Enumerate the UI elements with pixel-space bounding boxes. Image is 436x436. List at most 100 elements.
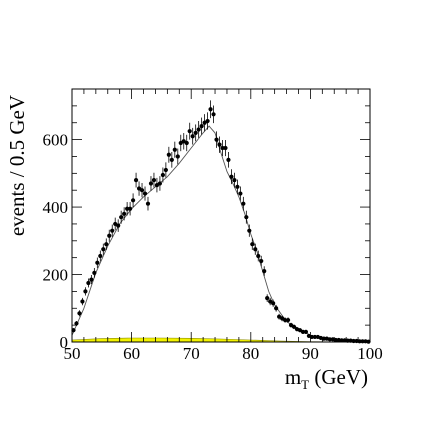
y-tick-label: 600 [43,131,69,150]
data-point [256,250,261,262]
y-tick-label: 400 [43,198,69,217]
data-point [95,257,100,268]
marker [184,140,189,146]
marker [172,147,177,152]
marker [98,253,103,259]
data-point [83,287,88,296]
marker [122,211,127,216]
data-point [262,266,267,277]
marker [86,280,91,286]
marker [83,289,88,294]
data-point [339,338,344,343]
fit-curve [71,125,371,342]
data-point [250,238,255,250]
data-point [101,243,106,255]
data-point [190,127,195,145]
data-point [223,139,228,157]
marker [128,206,133,211]
x-tick-label: 100 [357,344,383,363]
marker [101,247,106,252]
data-point [125,202,130,216]
x-axis-label: mT (GeV) [285,365,368,392]
marker [327,337,332,342]
fit-layer [71,125,371,342]
marker [119,215,124,220]
marker [160,172,165,178]
marker [223,145,228,151]
marker [265,296,270,301]
data-point [157,176,163,191]
marker [256,253,261,259]
data-point [321,336,326,341]
data-point [89,275,94,285]
data-point [214,131,219,148]
data-points-layer [71,100,371,344]
marker [238,191,243,196]
marker [139,188,145,193]
marker [220,145,225,151]
data-point [92,268,97,278]
data-point [128,202,133,216]
marker [205,118,210,124]
marker [80,299,85,304]
marker [142,191,148,196]
data-point [160,167,165,183]
data-point [166,146,171,163]
marker [339,338,344,343]
marker [104,242,109,247]
data-point [217,136,222,153]
marker [244,215,249,220]
marker [196,127,201,132]
marker [303,329,309,334]
x-tick-label: 50 [64,344,81,363]
x-axis-label-subscript: T [301,377,309,392]
data-point [241,196,246,211]
data-point [199,117,204,135]
data-point [145,196,151,211]
x-tick-label: 60 [123,344,140,363]
y-axis: 0 200 400 600 [43,105,370,352]
data-point [119,210,124,224]
marker [92,270,97,275]
data-point [136,181,142,196]
marker [110,228,115,233]
y-tick-label: 200 [43,266,69,285]
data-point [187,122,192,140]
data-point [265,294,270,302]
marker [77,311,82,316]
marker [133,177,139,183]
marker [300,329,306,334]
marker [107,233,112,238]
data-point [107,229,112,242]
data-point [148,176,154,191]
marker [166,152,171,157]
marker [312,334,317,340]
marker [253,247,258,252]
data-point [104,238,109,250]
data-point [274,304,279,312]
marker [250,242,255,247]
marker [271,301,276,306]
x-tick-label: 80 [242,344,259,363]
data-point [300,329,306,334]
marker [208,107,213,112]
data-point [116,219,121,232]
data-point [333,337,338,343]
marker [193,130,198,135]
marker [274,306,279,311]
x-tick-label: 70 [183,344,200,363]
marker [282,317,288,323]
data-point [130,193,136,208]
marker [190,134,195,139]
marker [151,177,157,183]
data-point [181,133,186,150]
plot-frame [71,88,371,343]
marker [217,142,222,147]
data-point [193,124,198,142]
marker [199,124,204,129]
data-point [139,183,145,198]
data-point [232,172,237,188]
marker [130,198,136,203]
marker [175,154,180,159]
